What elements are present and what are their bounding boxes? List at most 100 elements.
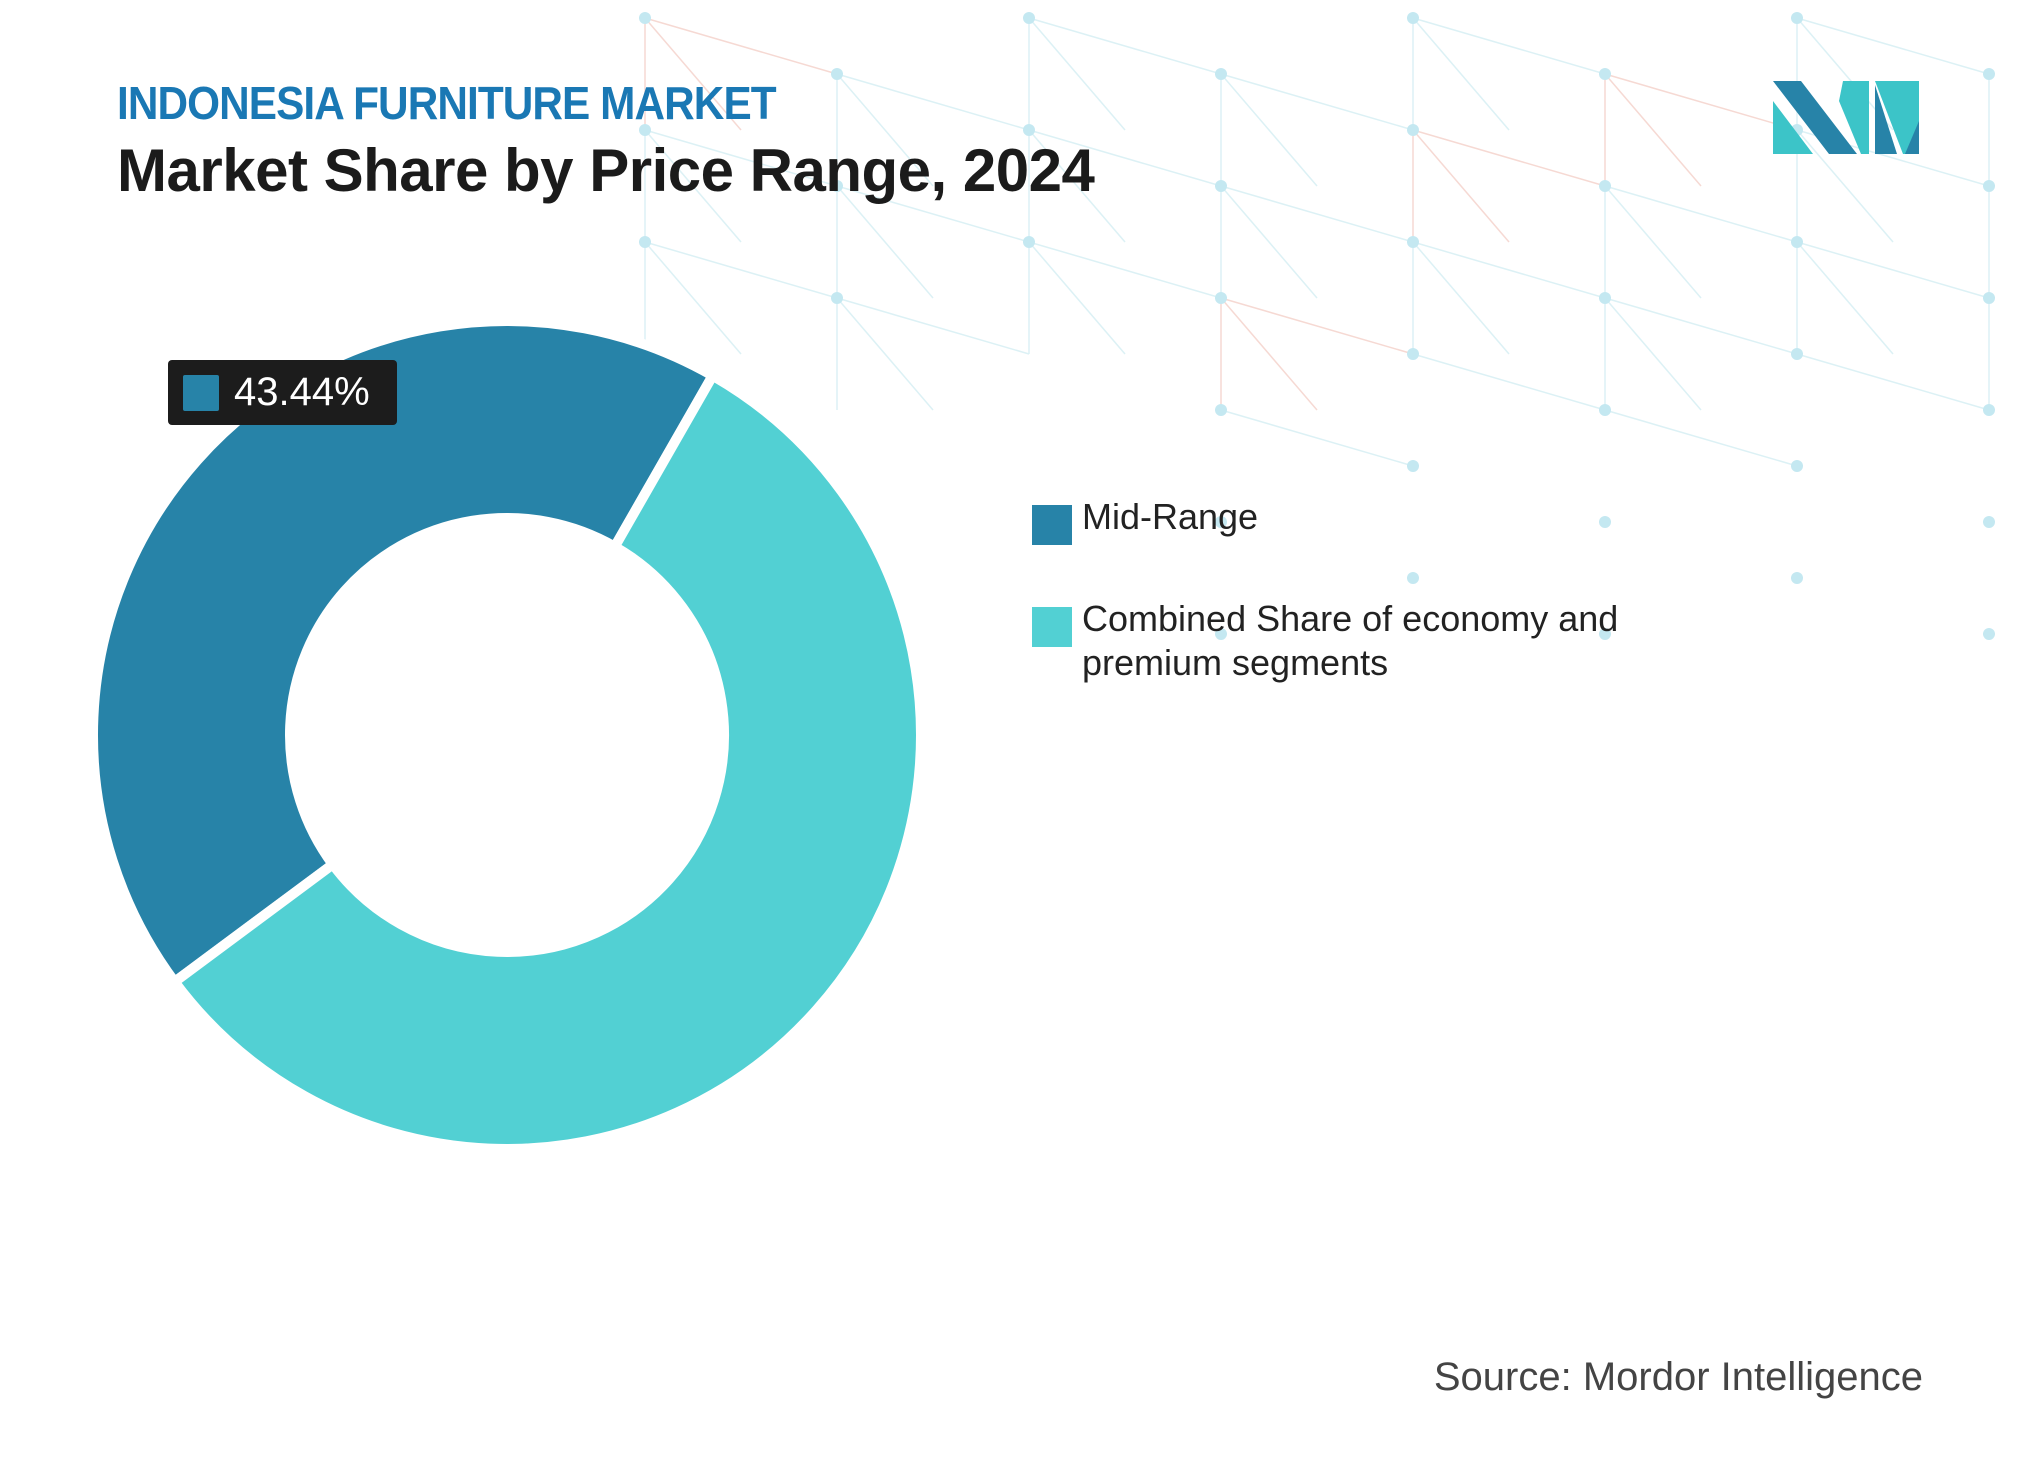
pattern-line: [1412, 17, 1606, 75]
pattern-line: [644, 241, 742, 355]
pattern-line: [836, 185, 934, 299]
pattern-line: [1604, 73, 1702, 187]
legend-item-economy-premium: Combined Share of economy and premium se…: [1032, 597, 1722, 685]
pattern-dot: [1983, 628, 1995, 640]
legend-label: Mid-Range: [1082, 496, 1259, 537]
pattern-line: [1796, 241, 1990, 299]
pattern-dot: [1215, 404, 1227, 416]
pattern-dot: [639, 124, 651, 136]
legend-swatch-economy-premium: [1032, 607, 1072, 647]
pattern-line: [1028, 241, 1126, 355]
data-label-text: 43.44%: [234, 370, 370, 414]
pattern-line: [1028, 241, 1222, 299]
pattern-line: [836, 297, 934, 411]
legend: Mid-Range Combined Share of economy and …: [1032, 495, 1722, 737]
pattern-dot: [1023, 124, 1035, 136]
pattern-dot: [1791, 12, 1803, 24]
pattern-line: [1604, 297, 1702, 411]
pattern-dot: [1599, 404, 1611, 416]
pattern-line: [1220, 297, 1318, 411]
source-note: Source: Mordor Intelligence: [1433, 1355, 1923, 1399]
data-label-mid-range: 43.44%: [168, 360, 397, 425]
pattern-line: [1412, 129, 1606, 187]
pattern-dot: [1983, 292, 1995, 304]
pattern-line: [1412, 17, 1510, 131]
pattern-dot: [639, 12, 651, 24]
pattern-dot: [1599, 68, 1611, 80]
chart-kicker: INDONESIA FURNITURE MARKET: [117, 77, 777, 129]
pattern-dot: [1407, 460, 1419, 472]
pattern-line: [1796, 241, 1894, 355]
pattern-dot: [1407, 348, 1419, 360]
pattern-line: [1028, 17, 1126, 131]
pattern-dot: [1023, 12, 1035, 24]
pattern-dot: [1023, 236, 1035, 248]
pattern-line: [644, 17, 742, 131]
pattern-line: [1028, 129, 1126, 243]
pattern-line: [836, 73, 934, 187]
pattern-dot: [1599, 516, 1611, 528]
pattern-dot: [1215, 180, 1227, 192]
pattern-dot: [639, 236, 651, 248]
pattern-line: [644, 129, 742, 243]
pattern-line: [1220, 297, 1414, 355]
data-label-swatch: [183, 374, 219, 411]
pattern-dot: [1983, 180, 1995, 192]
chart-title: Market Share by Price Range, 2024: [117, 137, 1095, 204]
legend-label: Combined Share of economy and premium se…: [1082, 598, 1619, 683]
pattern-line: [1028, 17, 1222, 75]
donut-chart: [88, 316, 926, 1154]
pattern-line: [1412, 353, 1606, 411]
pattern-dot: [1215, 68, 1227, 80]
pattern-dot: [1215, 516, 1227, 528]
pattern-line: [1796, 353, 1990, 411]
pattern-line: [1412, 241, 1510, 355]
pattern-dot: [831, 180, 843, 192]
donut-slice-1: [167, 368, 926, 1154]
pattern-line: [644, 241, 838, 299]
pattern-line: [1604, 185, 1702, 299]
pattern-line: [1220, 73, 1318, 187]
pattern-line: [836, 185, 1030, 243]
pattern-dot: [831, 68, 843, 80]
pattern-dot: [1791, 460, 1803, 472]
pattern-line: [644, 17, 838, 75]
pattern-dot: [1791, 572, 1803, 584]
pattern-line: [1028, 129, 1222, 187]
pattern-line: [1796, 129, 1894, 243]
pattern-dot: [1215, 292, 1227, 304]
pattern-line: [1412, 129, 1510, 243]
pattern-line: [1604, 297, 1798, 355]
donut-slice-0: [88, 316, 720, 989]
pattern-dot: [831, 292, 843, 304]
pattern-line: [836, 297, 1030, 355]
pattern-line: [1796, 17, 1990, 75]
pattern-dot: [1791, 236, 1803, 248]
pattern-line: [644, 129, 838, 187]
pattern-dot: [1407, 124, 1419, 136]
pattern-line: [1604, 185, 1798, 243]
pattern-dot: [1983, 516, 1995, 528]
pattern-dot: [1983, 404, 1995, 416]
pattern-line: [836, 73, 1030, 131]
pattern-line: [1604, 73, 1798, 131]
pattern-dot: [1599, 628, 1611, 640]
pattern-dot: [1599, 292, 1611, 304]
pattern-dot: [1407, 12, 1419, 24]
pattern-line: [1220, 185, 1414, 243]
pattern-dot: [1599, 180, 1611, 192]
pattern-line: [1412, 241, 1606, 299]
pattern-line: [1220, 185, 1318, 299]
pattern-line: [1220, 409, 1414, 467]
legend-swatch-mid-range: [1032, 505, 1072, 545]
pattern-dot: [1215, 628, 1227, 640]
pattern-dot: [1407, 236, 1419, 248]
pattern-line: [1604, 409, 1798, 467]
pattern-line: [1220, 73, 1414, 131]
mordor-logo-icon: [1773, 81, 1919, 154]
legend-item-mid-range: Mid-Range: [1032, 495, 1722, 545]
pattern-dot: [1983, 68, 1995, 80]
pattern-dot: [1407, 572, 1419, 584]
pattern-dot: [1791, 348, 1803, 360]
